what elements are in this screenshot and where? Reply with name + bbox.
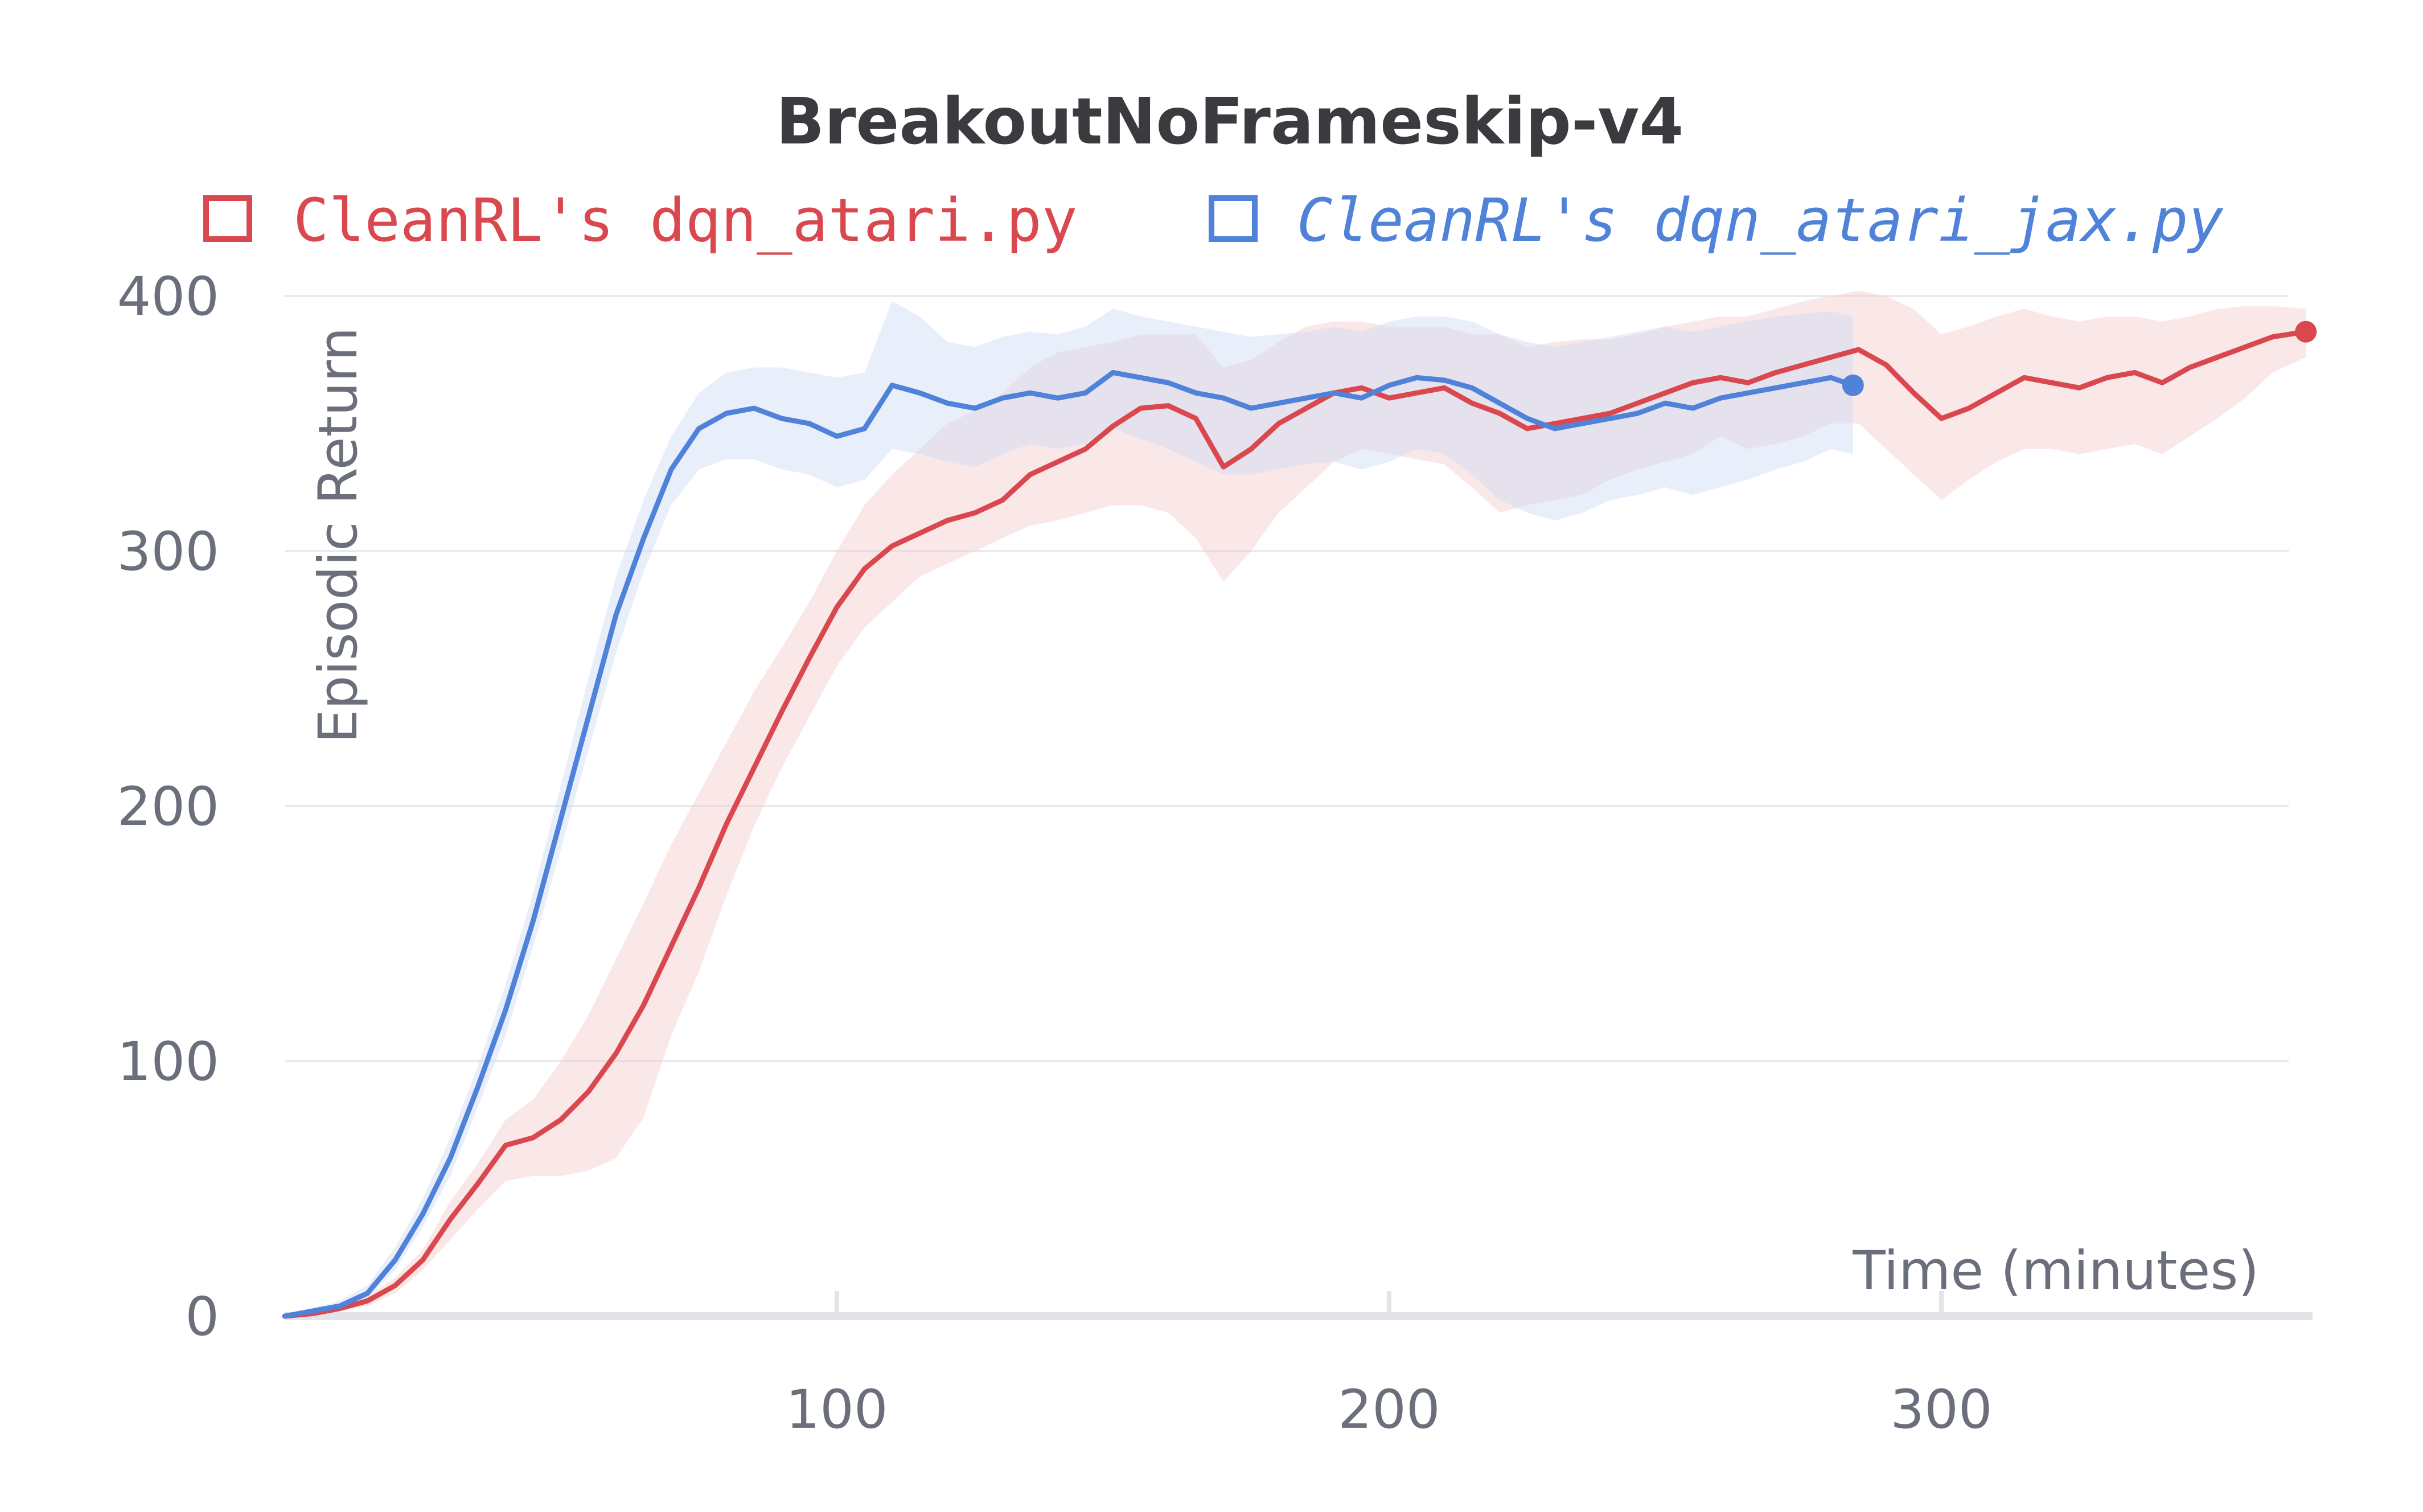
- x-tick-label: 300: [1890, 1379, 1992, 1441]
- legend-item-dqn-atari[interactable]: CleanRL's dqn_atari.py: [203, 186, 1078, 255]
- legend-label-dqn-atari: CleanRL's dqn_atari.py: [293, 186, 1078, 255]
- x-axis-title: Time (minutes): [1852, 1240, 2259, 1302]
- series-line-1[interactable]: [282, 369, 1856, 1319]
- y-tick-label: 0: [185, 1286, 219, 1348]
- legend-swatch-dqn-atari-jax: [1209, 195, 1258, 242]
- confidence-band-series-1: [285, 301, 1853, 1317]
- series-end-point-1[interactable]: [1842, 374, 1864, 396]
- y-tick-label: 400: [117, 266, 219, 328]
- x-tick-label: 200: [1338, 1379, 1440, 1441]
- y-tick-label: 100: [117, 1031, 219, 1093]
- confidence-band-series-0: [285, 291, 2306, 1316]
- legend: CleanRL's dqn_atari.py CleanRL's dqn_ata…: [203, 186, 2224, 255]
- legend-swatch-dqn-atari: [203, 195, 252, 242]
- gridlines: [285, 295, 2313, 1320]
- x-tick-label: 100: [786, 1379, 888, 1441]
- y-tick-label: 300: [117, 521, 219, 583]
- series-line-0[interactable]: [282, 329, 2309, 1319]
- y-axis-title: Episodic Return: [307, 327, 369, 743]
- axis-ticks: 0 100 200 300 400 100 200 300: [117, 266, 1993, 1441]
- y-tick-label: 200: [117, 776, 219, 838]
- confidence-bands: [285, 291, 2306, 1317]
- series-lines: [282, 321, 2317, 1319]
- chart-title: BreakoutNoFrameskip-v4: [776, 85, 1683, 159]
- legend-item-dqn-atari-jax[interactable]: CleanRL's dqn_atari_jax.py: [1209, 186, 2224, 255]
- series-end-point-0[interactable]: [2295, 321, 2317, 343]
- legend-label-dqn-atari-jax: CleanRL's dqn_atari_jax.py: [1297, 186, 2224, 255]
